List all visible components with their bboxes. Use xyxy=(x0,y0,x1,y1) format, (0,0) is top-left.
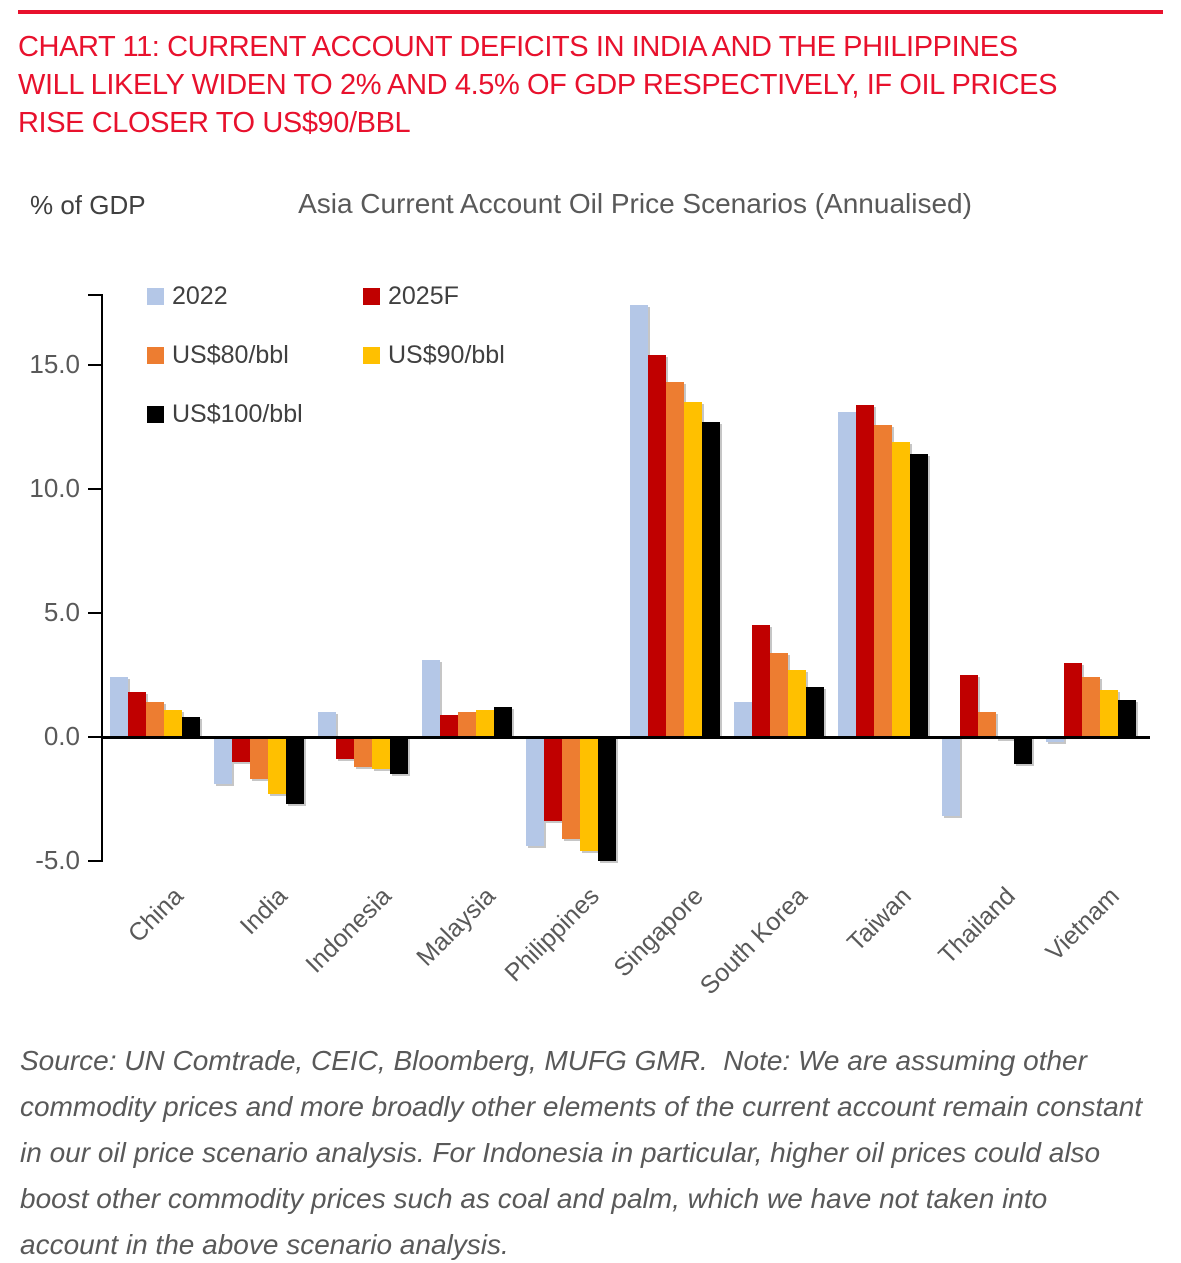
legend-swatch xyxy=(363,346,380,364)
bar xyxy=(702,422,720,737)
legend-label: 2022 xyxy=(172,281,228,310)
legend-swatch xyxy=(147,405,164,423)
legend-item: 2022 xyxy=(147,281,228,311)
bar xyxy=(336,737,354,760)
bar xyxy=(874,424,892,737)
bar xyxy=(630,305,648,737)
legend-item: US$80/bbl xyxy=(147,340,289,370)
y-axis-end-tick xyxy=(88,294,102,296)
bar xyxy=(978,712,996,737)
bar xyxy=(734,702,752,737)
y-tick xyxy=(88,860,102,862)
bar xyxy=(494,707,512,737)
headline-line-1: CHART 11: CURRENT ACCOUNT DEFICITS IN IN… xyxy=(18,31,1018,63)
bar xyxy=(942,737,960,817)
legend-label: US$80/bbl xyxy=(172,340,289,369)
y-tick xyxy=(88,488,102,490)
bar xyxy=(580,737,598,852)
legend-label: US$90/bbl xyxy=(388,340,505,369)
bar xyxy=(1082,677,1100,737)
bar xyxy=(390,737,408,775)
y-tick xyxy=(88,364,102,366)
bar xyxy=(318,712,336,737)
bar xyxy=(1064,662,1082,737)
bar xyxy=(440,714,458,737)
legend-swatch xyxy=(147,287,164,305)
chart-headline: CHART 11: CURRENT ACCOUNT DEFICITS IN IN… xyxy=(18,28,1168,142)
y-tick-label: 10.0 xyxy=(29,473,80,503)
bar xyxy=(684,402,702,737)
bar xyxy=(476,709,494,737)
legend-label: 2025F xyxy=(388,281,459,310)
bar xyxy=(598,737,616,861)
y-tick-label: 15.0 xyxy=(29,349,80,379)
bar xyxy=(806,687,824,737)
bar xyxy=(268,737,286,795)
y-axis-unit-label: % of GDP xyxy=(30,190,146,220)
bar xyxy=(182,717,200,737)
bar xyxy=(960,675,978,737)
zero-line xyxy=(101,736,1150,739)
bar xyxy=(910,454,928,737)
bar xyxy=(1046,737,1064,742)
bar xyxy=(232,737,250,762)
bar xyxy=(164,709,182,737)
bar xyxy=(458,712,476,737)
headline-line-2: WILL LIKELY WIDEN TO 2% AND 4.5% OF GDP … xyxy=(18,69,1058,101)
bar xyxy=(146,702,164,737)
legend-swatch xyxy=(363,287,380,305)
y-tick xyxy=(88,612,102,614)
y-tick-label: 0.0 xyxy=(43,721,80,751)
legend-item: US$90/bbl xyxy=(363,340,505,370)
y-tick xyxy=(88,736,102,738)
y-axis-line xyxy=(101,294,103,862)
bar xyxy=(286,737,304,804)
legend-item: 2025F xyxy=(363,281,459,311)
bar xyxy=(128,692,146,737)
bar xyxy=(422,660,440,737)
bar xyxy=(1014,737,1032,765)
legend-label: US$100/bbl xyxy=(172,399,303,428)
bar xyxy=(526,737,544,847)
bar xyxy=(250,737,268,780)
legend-swatch xyxy=(147,346,164,364)
bar xyxy=(838,412,856,737)
bar xyxy=(788,670,806,737)
bar xyxy=(372,737,390,770)
bar xyxy=(562,737,580,839)
bar xyxy=(1100,689,1118,737)
y-tick-label: 5.0 xyxy=(43,597,80,627)
legend-item: US$100/bbl xyxy=(147,399,303,429)
bar xyxy=(354,737,372,767)
chart-title: Asia Current Account Oil Price Scenarios… xyxy=(298,188,972,219)
bar xyxy=(752,625,770,737)
bar xyxy=(544,737,562,822)
bar xyxy=(856,404,874,737)
source-note: Source: UN Comtrade, CEIC, Bloomberg, MU… xyxy=(20,1045,1143,1260)
bar xyxy=(1118,699,1136,737)
bar xyxy=(666,382,684,737)
top-rule xyxy=(18,10,1163,14)
bar xyxy=(648,355,666,737)
bar-chart: 15.0 10.0 5.0 0.0 -5.0 China India Indonesia Mal… xyxy=(29,281,1150,1000)
bar xyxy=(214,737,232,785)
bar xyxy=(892,441,910,737)
headline-line-3: RISE CLOSER TO US$90/BBL xyxy=(18,107,411,139)
y-tick-label: -5.0 xyxy=(35,845,80,875)
bar xyxy=(770,652,788,737)
bar xyxy=(110,677,128,737)
